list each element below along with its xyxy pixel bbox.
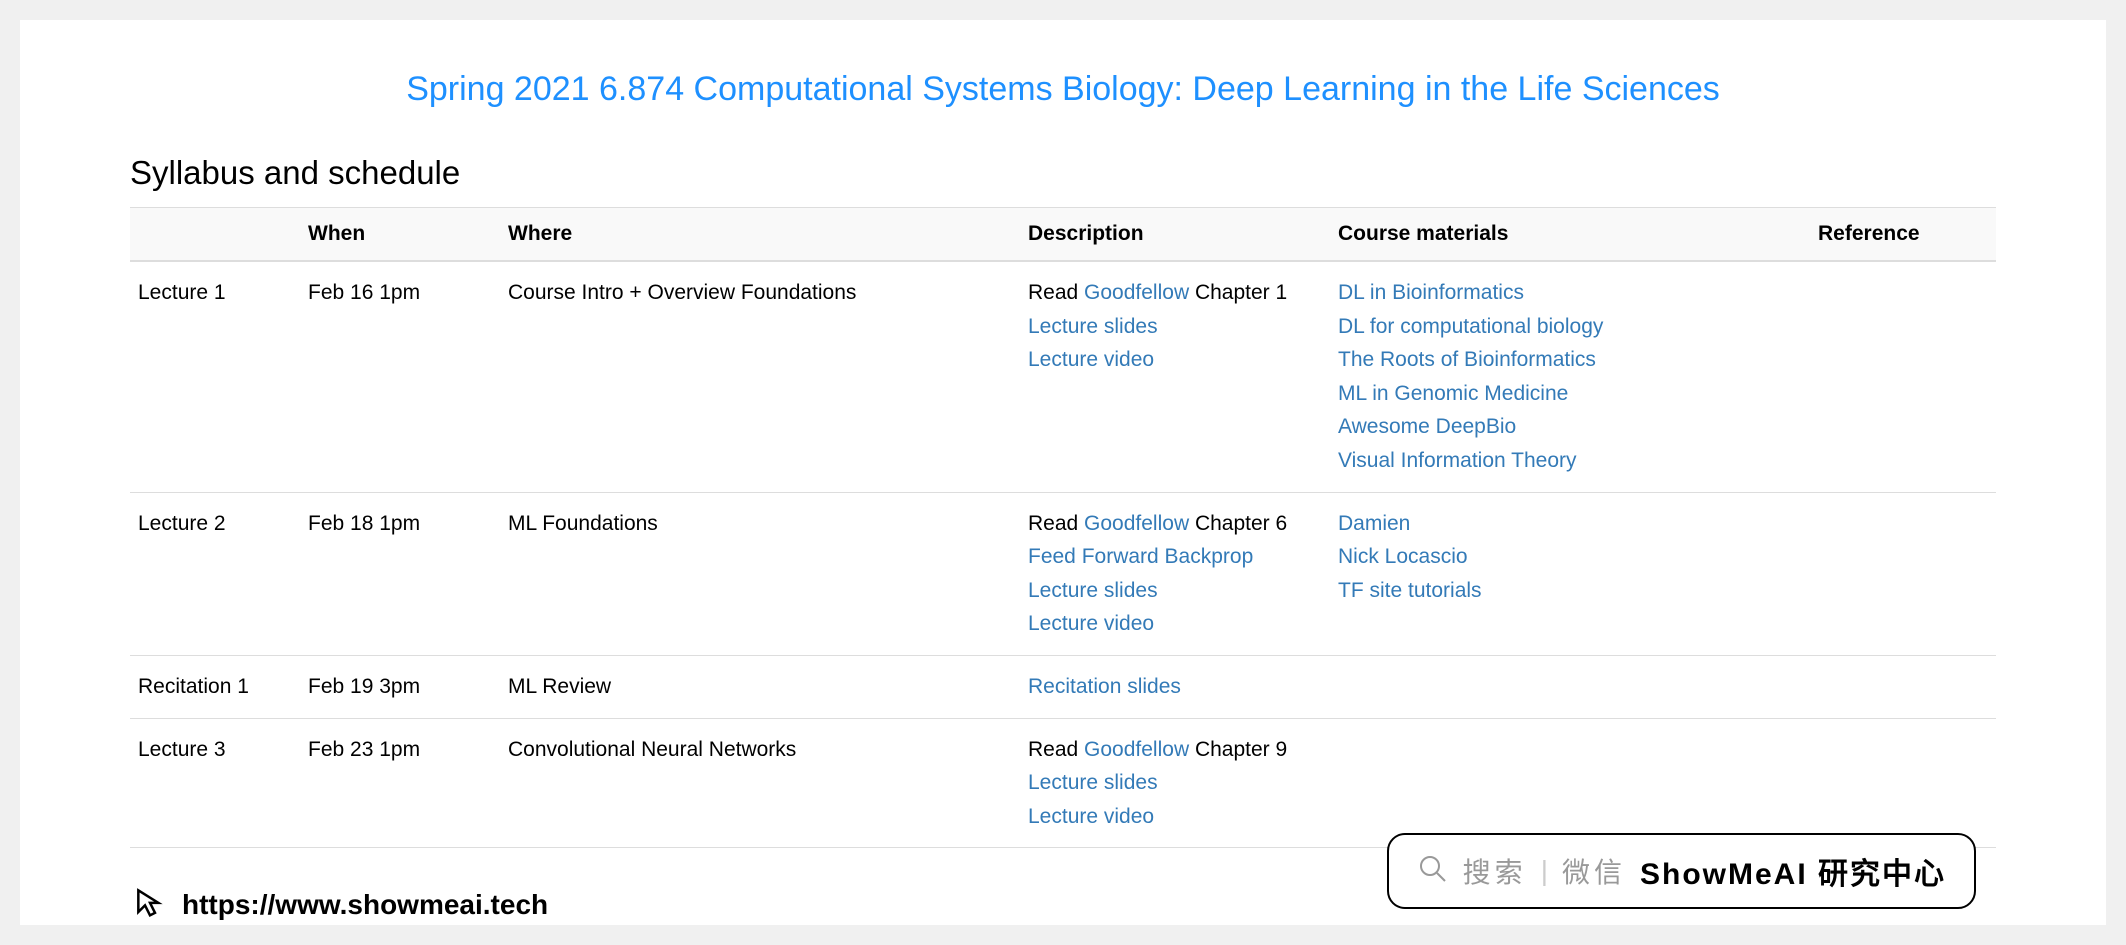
- description-line: Read Goodfellow Chapter 6: [1028, 507, 1322, 541]
- brand-label: ShowMeAI 研究中心: [1640, 849, 1946, 893]
- page-container: Spring 2021 6.874 Computational Systems …: [20, 20, 2106, 925]
- description-link[interactable]: Feed Forward Backprop: [1028, 545, 1253, 568]
- materials-link[interactable]: ML in Genomic Medicine: [1338, 382, 1568, 405]
- table-header-row: When Where Description Course materials …: [130, 208, 1996, 262]
- materials-line: DL for computational biology: [1338, 310, 1802, 344]
- materials-link[interactable]: Awesome DeepBio: [1338, 415, 1516, 438]
- search-icon: [1417, 853, 1449, 890]
- cell-event: Lecture 3: [130, 718, 300, 848]
- cell-event: Recitation 1: [130, 655, 300, 718]
- description-line: Lecture slides: [1028, 310, 1322, 344]
- materials-link[interactable]: DL in Bioinformatics: [1338, 281, 1524, 304]
- cell-materials: [1330, 655, 1810, 718]
- cell-where: Convolutional Neural Networks: [500, 718, 1020, 848]
- description-text: Chapter 9: [1189, 738, 1287, 761]
- syllabus-table: When Where Description Course materials …: [130, 207, 1996, 848]
- description-link[interactable]: Goodfellow: [1084, 738, 1189, 761]
- description-line: Lecture video: [1028, 343, 1322, 377]
- description-line: Lecture video: [1028, 800, 1322, 834]
- description-line: Read Goodfellow Chapter 9: [1028, 733, 1322, 767]
- header-reference: Reference: [1810, 208, 1996, 262]
- description-link[interactable]: Lecture slides: [1028, 579, 1158, 602]
- cell-materials: DL in Bioinformatics DL for computational…: [1330, 261, 1810, 492]
- watermark-url-text: https://www.showmeai.tech: [182, 889, 548, 921]
- description-link[interactable]: Goodfellow: [1084, 512, 1189, 535]
- header-materials: Course materials: [1330, 208, 1810, 262]
- description-text: Chapter 1: [1189, 281, 1287, 304]
- materials-link[interactable]: Visual Information Theory: [1338, 449, 1577, 472]
- description-text: Read: [1028, 738, 1084, 761]
- cell-materials: Damien Nick Locascio TF site tutorials: [1330, 492, 1810, 655]
- cell-when: Feb 16 1pm: [300, 261, 500, 492]
- divider: |: [1541, 855, 1548, 887]
- materials-link[interactable]: The Roots of Bioinformatics: [1338, 348, 1596, 371]
- materials-link[interactable]: TF site tutorials: [1338, 579, 1482, 602]
- watermark-badge: 搜索 | 微信 ShowMeAI 研究中心: [1387, 833, 1976, 909]
- search-label: 搜索: [1463, 851, 1527, 891]
- materials-line: ML in Genomic Medicine: [1338, 377, 1802, 411]
- description-text: Chapter 6: [1189, 512, 1287, 535]
- cell-when: Feb 19 3pm: [300, 655, 500, 718]
- cell-reference: [1810, 655, 1996, 718]
- materials-line: Awesome DeepBio: [1338, 410, 1802, 444]
- table-row: Recitation 1Feb 19 3pmML Review Recitatio…: [130, 655, 1996, 718]
- header-event: [130, 208, 300, 262]
- materials-line: The Roots of Bioinformatics: [1338, 343, 1802, 377]
- cell-event: Lecture 1: [130, 261, 300, 492]
- cell-description: Read Goodfellow Chapter 1 Lecture slides L…: [1020, 261, 1330, 492]
- materials-line: Damien: [1338, 507, 1802, 541]
- materials-line: Nick Locascio: [1338, 540, 1802, 574]
- materials-link[interactable]: Damien: [1338, 512, 1410, 535]
- description-link[interactable]: Lecture slides: [1028, 771, 1158, 794]
- table-row: Lecture 2Feb 18 1pmML FoundationsRead Go…: [130, 492, 1996, 655]
- cell-description: Read Goodfellow Chapter 6 Feed Forward Ba…: [1020, 492, 1330, 655]
- materials-link[interactable]: DL for computational biology: [1338, 315, 1603, 338]
- header-description: Description: [1020, 208, 1330, 262]
- cell-when: Feb 23 1pm: [300, 718, 500, 848]
- materials-line: Visual Information Theory: [1338, 444, 1802, 478]
- cell-reference: [1810, 718, 1996, 848]
- cell-event: Lecture 2: [130, 492, 300, 655]
- description-link[interactable]: Goodfellow: [1084, 281, 1189, 304]
- description-link[interactable]: Recitation slides: [1028, 675, 1181, 698]
- cell-description: Read Goodfellow Chapter 9 Lecture slides L…: [1020, 718, 1330, 848]
- wechat-label: 微信: [1562, 851, 1626, 891]
- materials-line: DL in Bioinformatics: [1338, 276, 1802, 310]
- course-title[interactable]: Spring 2021 6.874 Computational Systems …: [130, 70, 1996, 109]
- section-heading: Syllabus and schedule: [130, 154, 1996, 192]
- cell-description: Recitation slides: [1020, 655, 1330, 718]
- description-line: Lecture slides: [1028, 766, 1322, 800]
- cell-where: ML Review: [500, 655, 1020, 718]
- description-line: Lecture slides: [1028, 574, 1322, 608]
- header-where: Where: [500, 208, 1020, 262]
- cell-when: Feb 18 1pm: [300, 492, 500, 655]
- description-line: Feed Forward Backprop: [1028, 540, 1322, 574]
- cursor-icon: [130, 882, 170, 927]
- materials-link[interactable]: Nick Locascio: [1338, 545, 1468, 568]
- description-link[interactable]: Lecture slides: [1028, 315, 1158, 338]
- cell-reference: [1810, 261, 1996, 492]
- cell-materials: [1330, 718, 1810, 848]
- watermark-url: https://www.showmeai.tech: [130, 882, 548, 927]
- table-row: Lecture 1Feb 16 1pmCourse Intro + Overvi…: [130, 261, 1996, 492]
- description-line: Read Goodfellow Chapter 1: [1028, 276, 1322, 310]
- materials-line: TF site tutorials: [1338, 574, 1802, 608]
- description-link[interactable]: Lecture video: [1028, 612, 1154, 635]
- description-link[interactable]: Lecture video: [1028, 805, 1154, 828]
- description-text: Read: [1028, 281, 1084, 304]
- description-link[interactable]: Lecture video: [1028, 348, 1154, 371]
- cell-where: Course Intro + Overview Foundations: [500, 261, 1020, 492]
- cell-where: ML Foundations: [500, 492, 1020, 655]
- cell-reference: [1810, 492, 1996, 655]
- header-when: When: [300, 208, 500, 262]
- description-text: Read: [1028, 512, 1084, 535]
- table-row: Lecture 3Feb 23 1pmConvolutional Neural …: [130, 718, 1996, 848]
- description-line: Recitation slides: [1028, 670, 1322, 704]
- description-line: Lecture video: [1028, 607, 1322, 641]
